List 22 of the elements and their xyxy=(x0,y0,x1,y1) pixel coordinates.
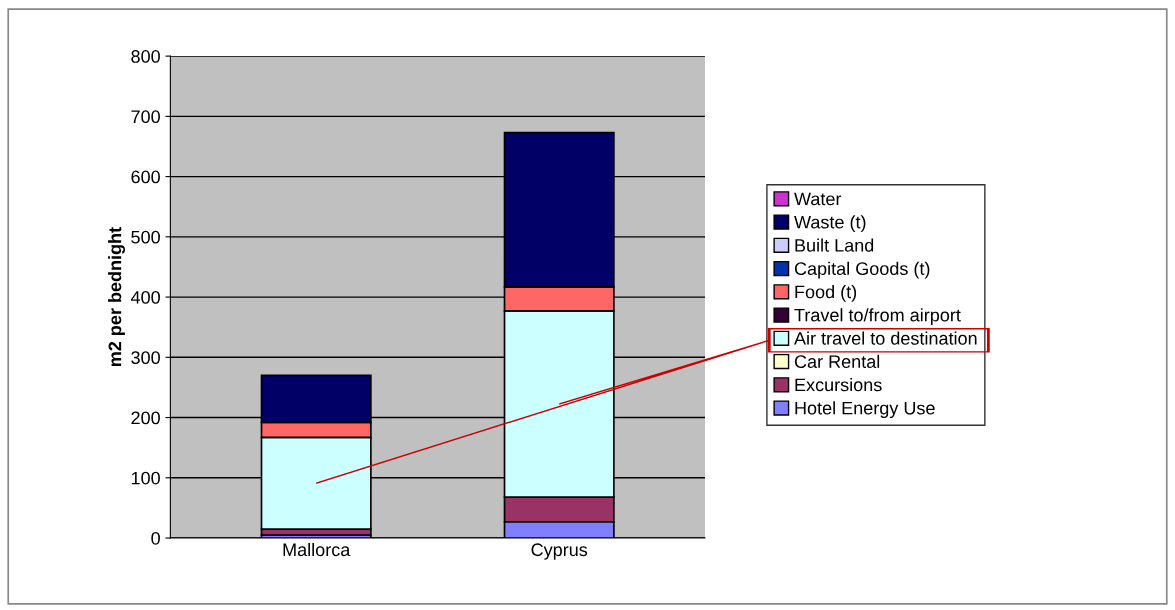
y-tick-label: 800 xyxy=(131,50,160,63)
y-tick-label: 700 xyxy=(131,110,160,124)
y-axis-title: m2 per bednight xyxy=(108,227,125,367)
legend-label: Food (t) xyxy=(795,285,857,302)
legend-label: Capital Goods (t) xyxy=(794,261,930,279)
y-tick-label: 500 xyxy=(131,230,160,244)
legend-label: Air travel to destination xyxy=(794,331,977,345)
legend-label: Car Rental xyxy=(794,354,880,369)
legend-label: Water xyxy=(794,192,842,206)
x-tick-label: Mallorca xyxy=(283,542,351,557)
legend-label: Waste (t) xyxy=(794,215,866,233)
y-tick-label: 400 xyxy=(130,291,160,304)
legend-label: Travel to/from airport xyxy=(794,308,961,326)
legend-label: Excursions xyxy=(795,378,882,392)
y-tick-label: 600 xyxy=(131,170,160,184)
y-tick-label: 200 xyxy=(131,411,160,425)
y-tick-label: 300 xyxy=(131,351,160,365)
legend-label: Built Land xyxy=(795,238,874,252)
y-tick-label: 0 xyxy=(151,531,160,545)
y-tick-label: 100 xyxy=(131,471,160,485)
x-tick-label: Cyprus xyxy=(531,543,588,560)
legend-label: Hotel Energy Use xyxy=(795,401,935,419)
